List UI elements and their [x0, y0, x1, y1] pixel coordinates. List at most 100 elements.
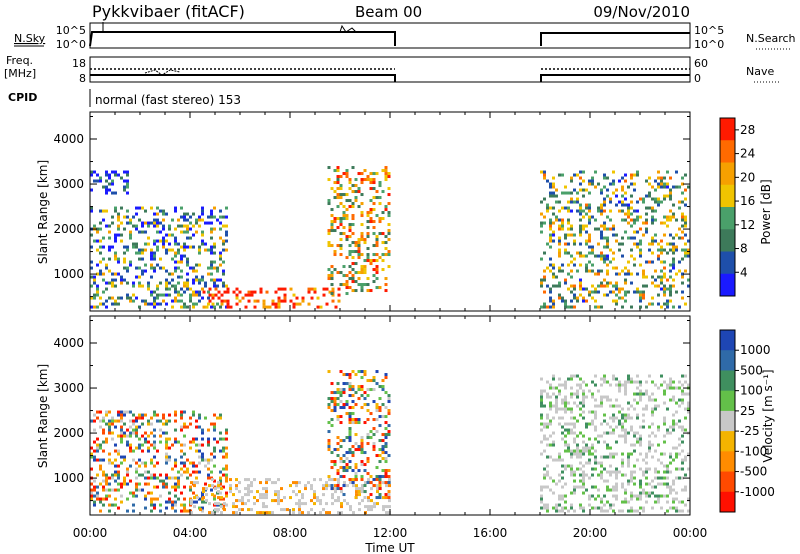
- range-gate-cell: [183, 461, 186, 465]
- range-gate-cell: [558, 422, 561, 426]
- range-gate-cell: [654, 188, 657, 192]
- range-gate-cell: [600, 305, 603, 309]
- range-gate-cell: [585, 395, 588, 399]
- range-gate-cell: [222, 485, 225, 489]
- range-gate-cell: [159, 419, 162, 423]
- range-gate-cell: [648, 242, 651, 246]
- range-gate-cell: [117, 260, 120, 264]
- range-gate-cell: [687, 284, 690, 288]
- range-gate-cell: [360, 406, 364, 410]
- range-gate-cell: [681, 461, 684, 465]
- range-gate-cell: [165, 239, 168, 243]
- range-gate-cell: [150, 206, 153, 210]
- range-gate-cell: [651, 296, 654, 300]
- range-gate-cell: [219, 479, 222, 483]
- range-gate-cell: [135, 485, 138, 489]
- range-gate-cell: [564, 494, 567, 498]
- range-gate-cell: [253, 299, 257, 303]
- range-gate-cell: [681, 257, 684, 261]
- range-gate-cell: [189, 473, 192, 477]
- range-gate-cell: [576, 383, 579, 387]
- power-colorbar-tick-label: 8: [740, 242, 748, 256]
- range-gate-cell: [606, 263, 609, 267]
- range-gate-cell: [597, 227, 600, 231]
- range-gate-cell: [618, 389, 621, 393]
- range-gate-cell: [360, 463, 364, 467]
- range-gate-cell: [354, 478, 358, 482]
- range-gate-cell: [552, 176, 555, 180]
- range-gate-cell: [381, 217, 385, 221]
- range-gate-cell: [627, 509, 630, 513]
- range-gate-cell: [681, 275, 684, 279]
- range-gate-cell: [330, 400, 334, 404]
- range-gate-cell: [564, 449, 567, 453]
- range-gate-cell: [654, 494, 657, 498]
- range-gate-cell: [684, 215, 687, 219]
- range-gate-cell: [567, 233, 570, 237]
- range-gate-cell: [546, 506, 549, 510]
- range-gate-cell: [129, 296, 132, 300]
- range-gate-cell: [672, 212, 675, 216]
- range-gate-cell: [229, 478, 232, 482]
- range-gate-cell: [543, 170, 546, 174]
- range-gate-cell: [349, 481, 352, 485]
- range-gate-cell: [612, 452, 615, 456]
- range-gate-cell: [630, 182, 633, 186]
- range-gate-cell: [645, 494, 648, 498]
- range-gate-cell: [229, 305, 233, 309]
- range-gate-cell: [564, 248, 567, 252]
- range-gate-cell: [330, 214, 334, 218]
- range-gate-cell: [153, 218, 156, 222]
- range-gate-cell: [292, 508, 295, 512]
- range-gate-cell: [99, 245, 102, 249]
- range-gate-cell: [360, 436, 364, 440]
- range-gate-cell: [201, 509, 204, 513]
- range-gate-cell: [216, 416, 219, 420]
- range-gate-cell: [183, 248, 186, 252]
- range-gate-cell: [213, 266, 216, 270]
- range-gate-cell: [96, 416, 99, 420]
- range-gate-cell: [543, 503, 546, 507]
- range-gate-cell: [114, 278, 117, 282]
- range-gate-cell: [561, 398, 564, 402]
- range-gate-cell: [343, 499, 346, 503]
- range-gate-cell: [120, 419, 123, 423]
- range-gate-cell: [381, 388, 385, 392]
- range-gate-cell: [540, 224, 543, 228]
- range-gate-cell: [298, 302, 302, 306]
- range-gate-cell: [381, 457, 385, 461]
- range-gate-cell: [348, 286, 352, 290]
- range-gate-cell: [177, 485, 180, 489]
- range-gate-cell: [570, 233, 573, 237]
- range-gate-cell: [334, 499, 337, 503]
- range-gate-cell: [363, 178, 367, 182]
- range-gate-cell: [177, 440, 180, 444]
- range-gate-cell: [105, 299, 108, 303]
- range-gate-cell: [636, 287, 639, 291]
- range-gate-cell: [117, 476, 120, 480]
- range-gate-cell: [585, 254, 588, 258]
- range-gate-cell: [226, 299, 230, 303]
- range-gate-cell: [630, 473, 633, 477]
- range-gate-cell: [627, 236, 630, 240]
- range-gate-cell: [126, 269, 129, 273]
- range-gate-cell: [687, 404, 690, 408]
- range-gate-cell: [105, 185, 108, 189]
- range-gate-cell: [225, 473, 228, 477]
- range-gate-cell: [213, 260, 216, 264]
- range-gate-cell: [561, 296, 564, 300]
- range-gate-cell: [642, 284, 645, 288]
- range-gate-cell: [336, 271, 340, 275]
- range-gate-cell: [573, 401, 576, 405]
- range-gate-cell: [174, 476, 177, 480]
- range-gate-cell: [102, 302, 105, 306]
- range-gate-cell: [93, 281, 96, 285]
- range-gate-cell: [150, 431, 153, 435]
- range-gate-cell: [660, 221, 663, 225]
- range-gate-cell: [189, 446, 192, 450]
- range-gate-cell: [99, 302, 102, 306]
- range-gate-cell: [549, 182, 552, 186]
- range-gate-cell: [630, 218, 633, 222]
- range-gate-cell: [123, 458, 126, 462]
- range-gate-cell: [156, 224, 159, 228]
